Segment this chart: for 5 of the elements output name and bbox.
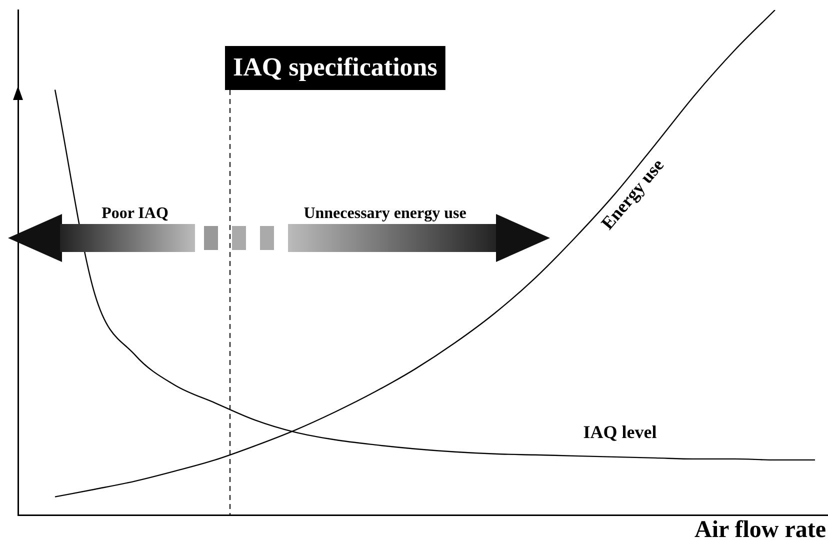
annotation: IAQ specifications xyxy=(233,52,438,82)
x-axis-title: Air flow rate xyxy=(694,517,826,540)
annotation: Poor IAQ xyxy=(102,205,168,222)
annotation: Unnecessary energy use xyxy=(304,205,466,222)
series-label: IAQ level xyxy=(583,422,657,442)
